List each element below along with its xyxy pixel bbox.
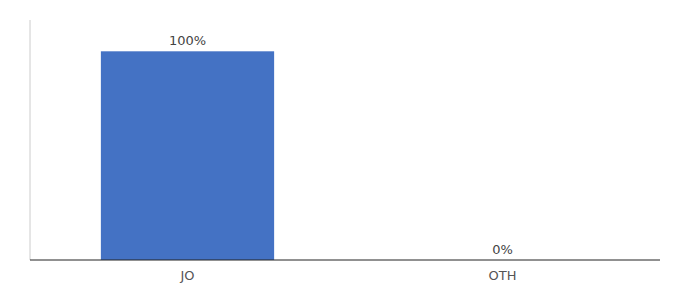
- x-tick-label: OTH: [489, 268, 517, 283]
- x-tick-label: JO: [179, 268, 194, 283]
- x-axis-line: [30, 260, 660, 261]
- data-label: 0%: [492, 242, 513, 257]
- chart: JO OTH 100% 0%: [0, 0, 680, 300]
- y-axis-line: [30, 20, 31, 260]
- bars: [101, 51, 274, 260]
- data-label: 100%: [169, 33, 206, 48]
- bar: [101, 51, 274, 260]
